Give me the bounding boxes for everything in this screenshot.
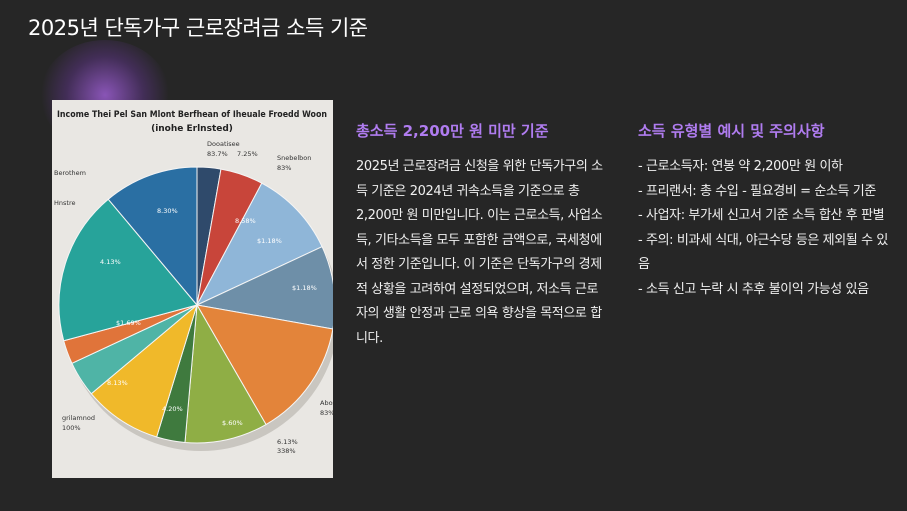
pie-slice: [196, 304, 333, 426]
list: - 근로소득자: 연봉 약 2,200만 원 이하 - 프리랜서: 총 수입 - …: [638, 155, 888, 302]
pie-slice: [58, 198, 198, 342]
image-label: grilamnod: [62, 414, 95, 422]
image-label: 8.30%: [157, 207, 178, 215]
image-label: 4.20%: [162, 405, 183, 413]
image-subtitle: (inohe Erlnsted): [151, 124, 233, 134]
image-label: Hnstre: [54, 199, 75, 207]
image-label: Abostem: [320, 399, 333, 407]
pie-slice: [184, 303, 267, 444]
image-label: $1.18%: [292, 284, 317, 292]
image-label: 8.13%: [107, 379, 128, 387]
list-item: - 주의: 비과세 식대, 야근수당 등은 제외될 수 있음: [638, 232, 888, 273]
list-item: - 사업자: 부가세 신고서 기준 소득 합산 후 판별: [638, 208, 885, 223]
list-item: - 근로소득자: 연봉 약 2,200만 원 이하: [638, 159, 843, 174]
list-item: - 소득 신고 누락 시 추후 불이익 가능성 있음: [638, 281, 869, 297]
image-label: 7.25%: [237, 150, 258, 158]
image-title: Income Thei Pel San Mlont Berfhean of Ih…: [57, 110, 327, 120]
pie-slice: [90, 303, 198, 438]
heading: 총소득 2,200만 원 미만 기준: [356, 122, 549, 140]
slide-title: 2025년 단독가구 근로장려금 소득 기준: [28, 16, 368, 40]
image-label: 8.58%: [235, 217, 256, 225]
pie-image: Income Thei Pel San Mlont Berfhean of Ih…: [52, 100, 333, 478]
pie-slice: [195, 182, 323, 307]
pie-illustration: Income Thei Pel San Mlont Berfhean of Ih…: [54, 110, 333, 455]
image-label: $1.18%: [257, 237, 282, 245]
image-label: Berothem: [54, 169, 86, 177]
image-label: 83%: [277, 164, 291, 172]
image-label: 83.7%: [207, 150, 228, 158]
pie-slice: [195, 246, 333, 330]
image-label: $.60%: [222, 419, 243, 427]
heading: 소득 유형별 예시 및 주의사항: [638, 122, 825, 140]
right-column: 소득 유형별 예시 및 주의사항 - 근로소득자: 연봉 약 2,200만 원 …: [638, 120, 888, 302]
image-label: 4.13%: [100, 258, 121, 266]
paragraph: 2025년 근로장려금 신청을 위한 단독가구의 소득 기준은 2024년 귀속…: [356, 159, 603, 346]
image-label: 6.13%: [277, 438, 298, 446]
image-label: Snebelbon: [277, 154, 311, 162]
image-label: 338%: [277, 447, 296, 455]
list-item: - 프리랜서: 총 수입 - 필요경비 = 순소득 기준: [638, 183, 876, 199]
image-label: 83%: [320, 409, 333, 417]
image-label: $1.69%: [116, 319, 141, 327]
pie-slice: [107, 166, 198, 307]
image-label: Dooatisee: [207, 140, 240, 148]
left-column: 총소득 2,200만 원 미만 기준 2025년 근로장려금 신청을 위한 단독…: [356, 120, 606, 351]
image-label: 100%: [62, 424, 81, 432]
